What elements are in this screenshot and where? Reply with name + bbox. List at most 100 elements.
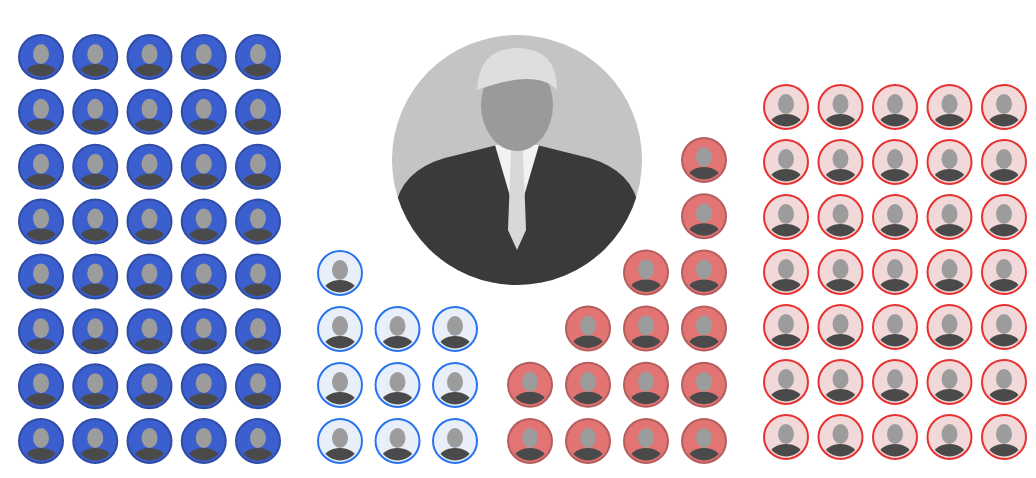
unit-shoulders: [879, 334, 911, 354]
unit: [682, 307, 726, 356]
unit-shoulders: [79, 393, 111, 413]
unit: [236, 309, 280, 358]
unit-head: [33, 99, 49, 119]
unit-shoulders: [188, 393, 220, 413]
unit-shoulders: [188, 283, 220, 303]
unit: [19, 90, 63, 139]
unit-head: [87, 318, 103, 338]
unit-portrait: [79, 263, 111, 303]
unit: [73, 90, 117, 139]
unit-portrait: [988, 149, 1020, 189]
unit-head: [887, 259, 903, 279]
unit-portrait: [825, 149, 857, 189]
unit: [376, 307, 420, 356]
unit: [624, 307, 668, 356]
unit-portrait: [630, 372, 662, 412]
unit-head: [250, 318, 266, 338]
unit: [764, 140, 808, 189]
unit-head: [887, 424, 903, 444]
unit-portrait: [630, 428, 662, 468]
unit: [764, 415, 808, 464]
unit-portrait: [770, 259, 802, 299]
unit-portrait: [934, 259, 966, 299]
unit-portrait: [879, 369, 911, 409]
unit-portrait: [770, 369, 802, 409]
unit-portrait: [572, 316, 604, 356]
unit-shoulders: [988, 169, 1020, 189]
unit-shoulders: [324, 336, 356, 356]
unit-shoulders: [988, 389, 1020, 409]
unit-portrait: [324, 372, 356, 412]
unit-head: [33, 373, 49, 393]
unit-head: [887, 314, 903, 334]
unit: [19, 309, 63, 358]
unit-head: [778, 314, 794, 334]
unit-shoulders: [688, 223, 720, 243]
unit-shoulders: [688, 336, 720, 356]
unit-head: [196, 263, 212, 283]
unit: [982, 85, 1026, 134]
unit-portrait: [242, 99, 274, 139]
unit: [566, 307, 610, 356]
unit: [873, 195, 917, 244]
unit-head: [142, 318, 158, 338]
unit-head: [696, 147, 712, 167]
unit: [73, 309, 117, 358]
unit-head: [332, 260, 348, 280]
unit-shoulders: [242, 64, 274, 84]
unit-shoulders: [879, 224, 911, 244]
unit-shoulders: [134, 229, 166, 249]
unit-head: [522, 428, 538, 448]
unit-portrait: [879, 204, 911, 244]
unit: [982, 305, 1026, 354]
unit-portrait: [79, 373, 111, 413]
unit-portrait: [134, 263, 166, 303]
unit-shoulders: [630, 392, 662, 412]
unit-portrait: [134, 373, 166, 413]
unit: [819, 140, 863, 189]
unit-portrait: [134, 209, 166, 249]
unit-head: [638, 316, 654, 336]
unit-head: [833, 424, 849, 444]
unit-portrait: [630, 259, 662, 299]
unit: [182, 35, 226, 84]
unit-portrait: [242, 373, 274, 413]
unit: [682, 194, 726, 243]
unit-portrait: [825, 94, 857, 134]
unit-portrait: [825, 204, 857, 244]
unit-shoulders: [934, 224, 966, 244]
unit-shoulders: [630, 279, 662, 299]
unit-portrait: [688, 316, 720, 356]
unit-head: [778, 369, 794, 389]
unit-portrait: [134, 99, 166, 139]
unit-portrait: [25, 428, 57, 468]
unit-head: [87, 428, 103, 448]
unit-shoulders: [825, 389, 857, 409]
unit: [19, 419, 63, 468]
unit-shoulders: [188, 448, 220, 468]
unit: [236, 419, 280, 468]
unit-portrait: [25, 318, 57, 358]
unit-portrait: [514, 372, 546, 412]
unit-portrait: [79, 318, 111, 358]
unit-shoulders: [134, 64, 166, 84]
unit-shoulders: [25, 119, 57, 139]
unit-portrait: [79, 154, 111, 194]
unit: [128, 200, 172, 249]
unit-portrait: [688, 203, 720, 243]
unit-portrait: [25, 99, 57, 139]
unit: [236, 145, 280, 194]
unit-shoulders: [242, 448, 274, 468]
unit-portrait: [324, 260, 356, 300]
unit-shoulders: [324, 392, 356, 412]
unit-head: [696, 372, 712, 392]
unit-shoulders: [79, 338, 111, 358]
unit-head: [996, 314, 1012, 334]
unit-head: [887, 204, 903, 224]
unit-shoulders: [242, 393, 274, 413]
unit-shoulders: [630, 448, 662, 468]
unit-shoulders: [770, 114, 802, 134]
unit-head: [87, 209, 103, 229]
unit-head: [996, 424, 1012, 444]
unit-shoulders: [934, 169, 966, 189]
